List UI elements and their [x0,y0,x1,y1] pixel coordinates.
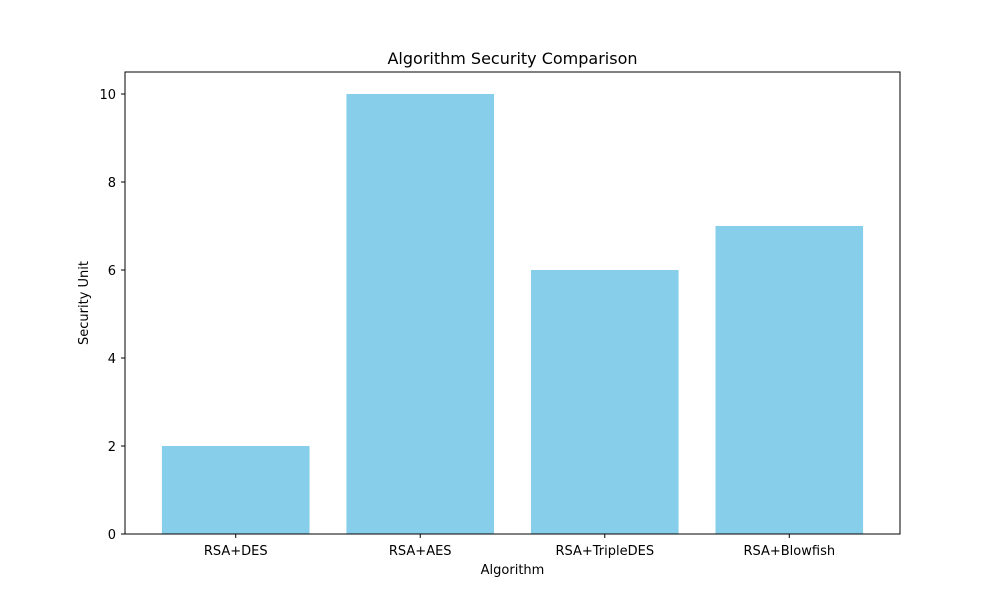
y-tick-label: 10 [99,88,116,103]
y-axis-label: Security Unit [77,261,92,345]
y-tick-label: 2 [108,440,116,455]
x-tick-label: RSA+DES [204,544,268,559]
bar-rsa-blowfish [715,226,864,534]
bars-layer [161,94,864,534]
bar-rsa-des [161,446,310,534]
y-tick-label: 0 [108,528,116,543]
bar-rsa-aes [346,94,495,534]
y-tick-label: 8 [108,176,116,191]
y-tick-label: 6 [108,264,116,279]
bar-rsa-tripledes [530,270,679,534]
x-tick-label: RSA+TripleDES [555,544,654,559]
y-tick-label: 4 [108,352,116,367]
x-axis-ticks: RSA+DES RSA+AES RSA+TripleDES RSA+Blowfish [204,534,835,559]
chart-title: Algorithm Security Comparison [387,49,637,68]
x-tick-label: RSA+AES [389,544,452,559]
x-axis-label: Algorithm [481,563,545,578]
y-axis-ticks: 0 2 4 6 8 10 [99,88,125,543]
x-tick-label: RSA+Blowfish [743,544,835,559]
plot-frame [124,71,901,535]
